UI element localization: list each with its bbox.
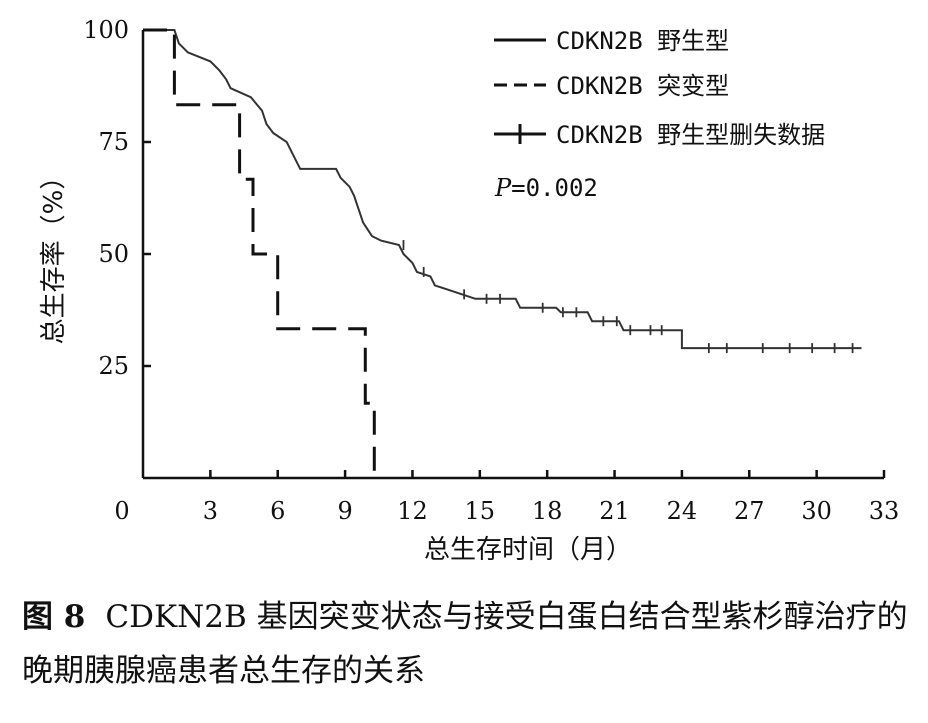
y-axis-label: 总生存率（%） — [39, 164, 69, 345]
x-tick-label: 30 — [801, 497, 832, 525]
legend-censor-swatch — [494, 124, 546, 144]
x-axis-ticks: 0 3 6 9 12 15 18 21 24 27 30 33 — [114, 470, 899, 525]
x-tick-label: 27 — [734, 497, 765, 525]
x-axis-label: 总生存时间（月） — [424, 535, 632, 565]
x-tick-label: 15 — [465, 497, 496, 525]
y-axis-ticks: 25 50 75 100 — [83, 16, 151, 380]
x-tick-label: 24 — [667, 497, 698, 525]
y-tick-label: 75 — [98, 128, 129, 156]
series-wild-type-line — [143, 29, 862, 350]
figure-number: 图 8 — [22, 599, 86, 635]
x-tick-label: 9 — [337, 497, 352, 525]
censor-marks — [402, 240, 854, 354]
x-tick-label: 18 — [532, 497, 563, 525]
series-mutant-line — [143, 28, 376, 478]
x-tick-label: 33 — [869, 497, 900, 525]
y-tick-label: 50 — [98, 240, 129, 268]
x-tick-label: 21 — [599, 497, 630, 525]
legend-label-mutant: CDKN2B 突变型 — [556, 72, 729, 100]
legend-label-censor: CDKN2B 野生型删失数据 — [556, 121, 825, 149]
y-tick-label: 25 — [98, 352, 129, 380]
x-tick-label: 0 — [114, 497, 129, 525]
legend: CDKN2B 野生型 CDKN2B 突变型 CDKN2B 野生型删失数据 P=0… — [494, 27, 825, 202]
legend-label-wild-type: CDKN2B 野生型 — [556, 27, 729, 55]
y-tick-label: 100 — [83, 16, 129, 44]
figure-caption: 图 8 CDKN2B 基因突变状态与接受白蛋白结合型紫杉醇治疗的晚期胰腺癌患者总生… — [22, 590, 912, 698]
x-tick-label: 3 — [203, 497, 218, 525]
x-tick-label: 6 — [270, 497, 285, 525]
x-tick-label: 12 — [397, 497, 428, 525]
caption-text: CDKN2B 基因突变状态与接受白蛋白结合型紫杉醇治疗的晚期胰腺癌患者总生存的关… — [22, 599, 908, 689]
plot-area: 0 3 6 9 12 15 18 21 24 27 30 33 25 50 75 100 — [83, 16, 899, 525]
p-value: P=0.002 — [494, 174, 598, 202]
